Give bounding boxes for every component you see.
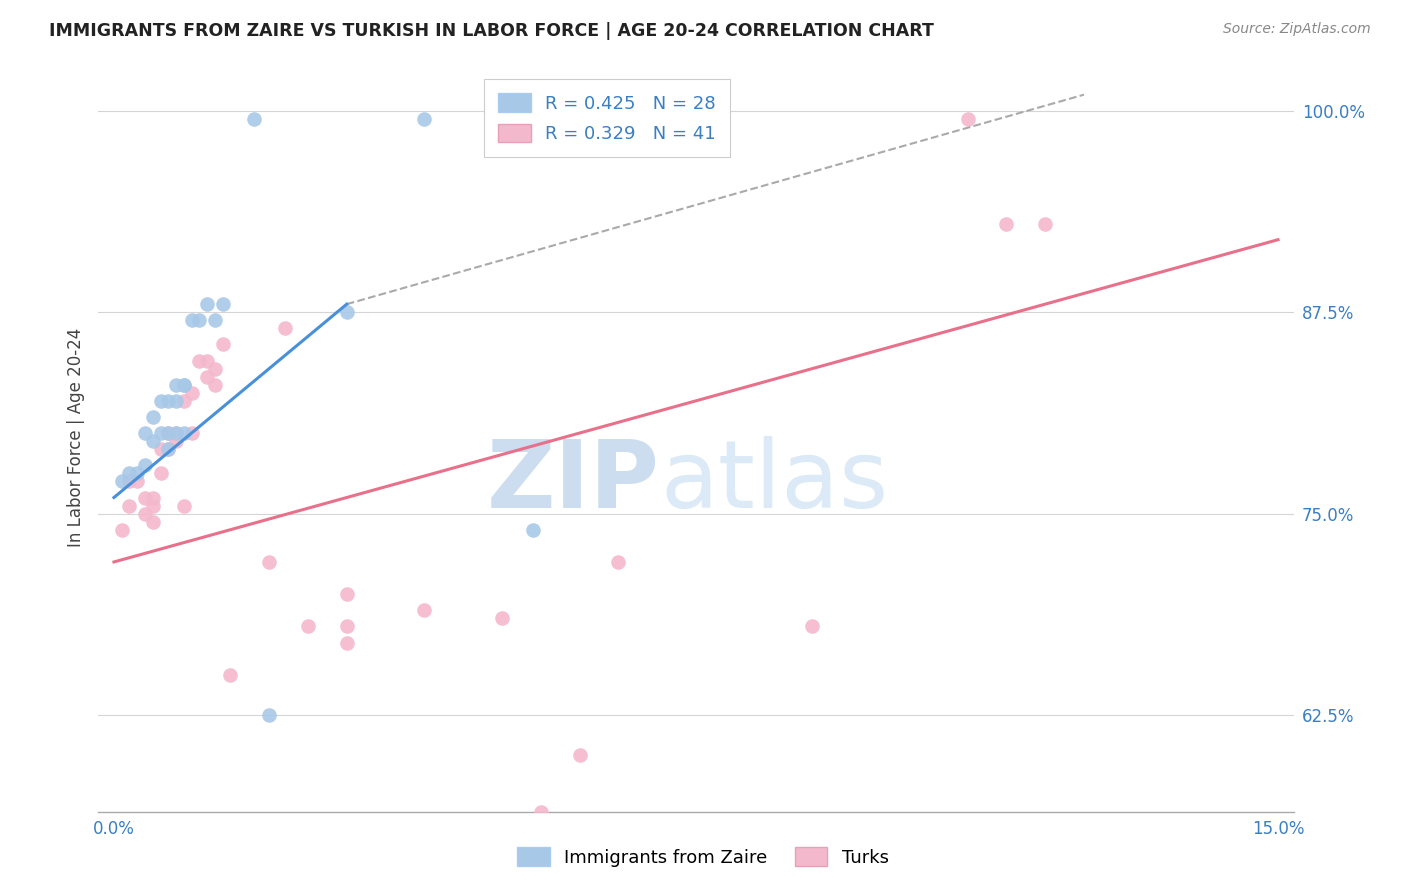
Text: atlas: atlas [661, 436, 889, 528]
Text: Source: ZipAtlas.com: Source: ZipAtlas.com [1223, 22, 1371, 37]
Point [204, 361, 226, 376]
Point [607, 555, 630, 569]
Point [522, 523, 544, 537]
Point [195, 369, 218, 384]
Point [211, 297, 233, 311]
Point [127, 475, 149, 489]
Text: IMMIGRANTS FROM ZAIRE VS TURKISH IN LABOR FORCE | AGE 20-24 CORRELATION CHART: IMMIGRANTS FROM ZAIRE VS TURKISH IN LABO… [49, 22, 934, 40]
Text: ZIP: ZIP [488, 436, 661, 528]
Point [180, 313, 202, 327]
Point [149, 442, 172, 457]
Point [134, 507, 156, 521]
Point [188, 353, 211, 368]
Point [149, 425, 172, 440]
Point [165, 393, 187, 408]
Point [118, 467, 141, 481]
Point [995, 217, 1018, 231]
Point [142, 499, 165, 513]
Point [195, 353, 218, 368]
Point [568, 748, 591, 763]
Point [142, 491, 165, 505]
Point [336, 635, 359, 649]
Point [273, 321, 295, 335]
Legend: Immigrants from Zaire, Turks: Immigrants from Zaire, Turks [510, 840, 896, 874]
Point [1033, 217, 1056, 231]
Point [173, 499, 195, 513]
Point [180, 385, 202, 400]
Point [165, 425, 187, 440]
Point [111, 475, 134, 489]
Point [142, 515, 165, 529]
Point [118, 499, 141, 513]
Point [149, 467, 172, 481]
Point [134, 425, 156, 440]
Point [336, 587, 359, 601]
Point [956, 112, 979, 126]
Point [165, 377, 187, 392]
Point [134, 491, 156, 505]
Point [127, 467, 149, 481]
Point [157, 442, 180, 457]
Point [149, 393, 172, 408]
Point [297, 619, 319, 633]
Point [257, 708, 280, 723]
Point [173, 393, 195, 408]
Point [204, 313, 226, 327]
Point [142, 434, 165, 449]
Point [157, 425, 180, 440]
Point [336, 619, 359, 633]
Point [801, 619, 824, 633]
Point [157, 425, 180, 440]
Point [118, 475, 141, 489]
Point [134, 458, 156, 473]
Point [142, 409, 165, 424]
Point [195, 297, 218, 311]
Point [173, 377, 195, 392]
Point [173, 425, 195, 440]
Point [336, 305, 359, 319]
Point [211, 337, 233, 351]
Point [413, 112, 436, 126]
Point [165, 434, 187, 449]
Point [188, 313, 211, 327]
Point [257, 555, 280, 569]
Point [111, 523, 134, 537]
Point [165, 425, 187, 440]
Point [491, 611, 513, 625]
Point [157, 393, 180, 408]
Point [530, 805, 553, 819]
Point [242, 112, 264, 126]
Point [157, 442, 180, 457]
Point [180, 425, 202, 440]
Point [219, 667, 242, 681]
Point [413, 603, 436, 617]
Point [173, 377, 195, 392]
Point [204, 377, 226, 392]
Y-axis label: In Labor Force | Age 20-24: In Labor Force | Age 20-24 [66, 327, 84, 547]
Legend: R = 0.425   N = 28, R = 0.329   N = 41: R = 0.425 N = 28, R = 0.329 N = 41 [484, 79, 730, 157]
